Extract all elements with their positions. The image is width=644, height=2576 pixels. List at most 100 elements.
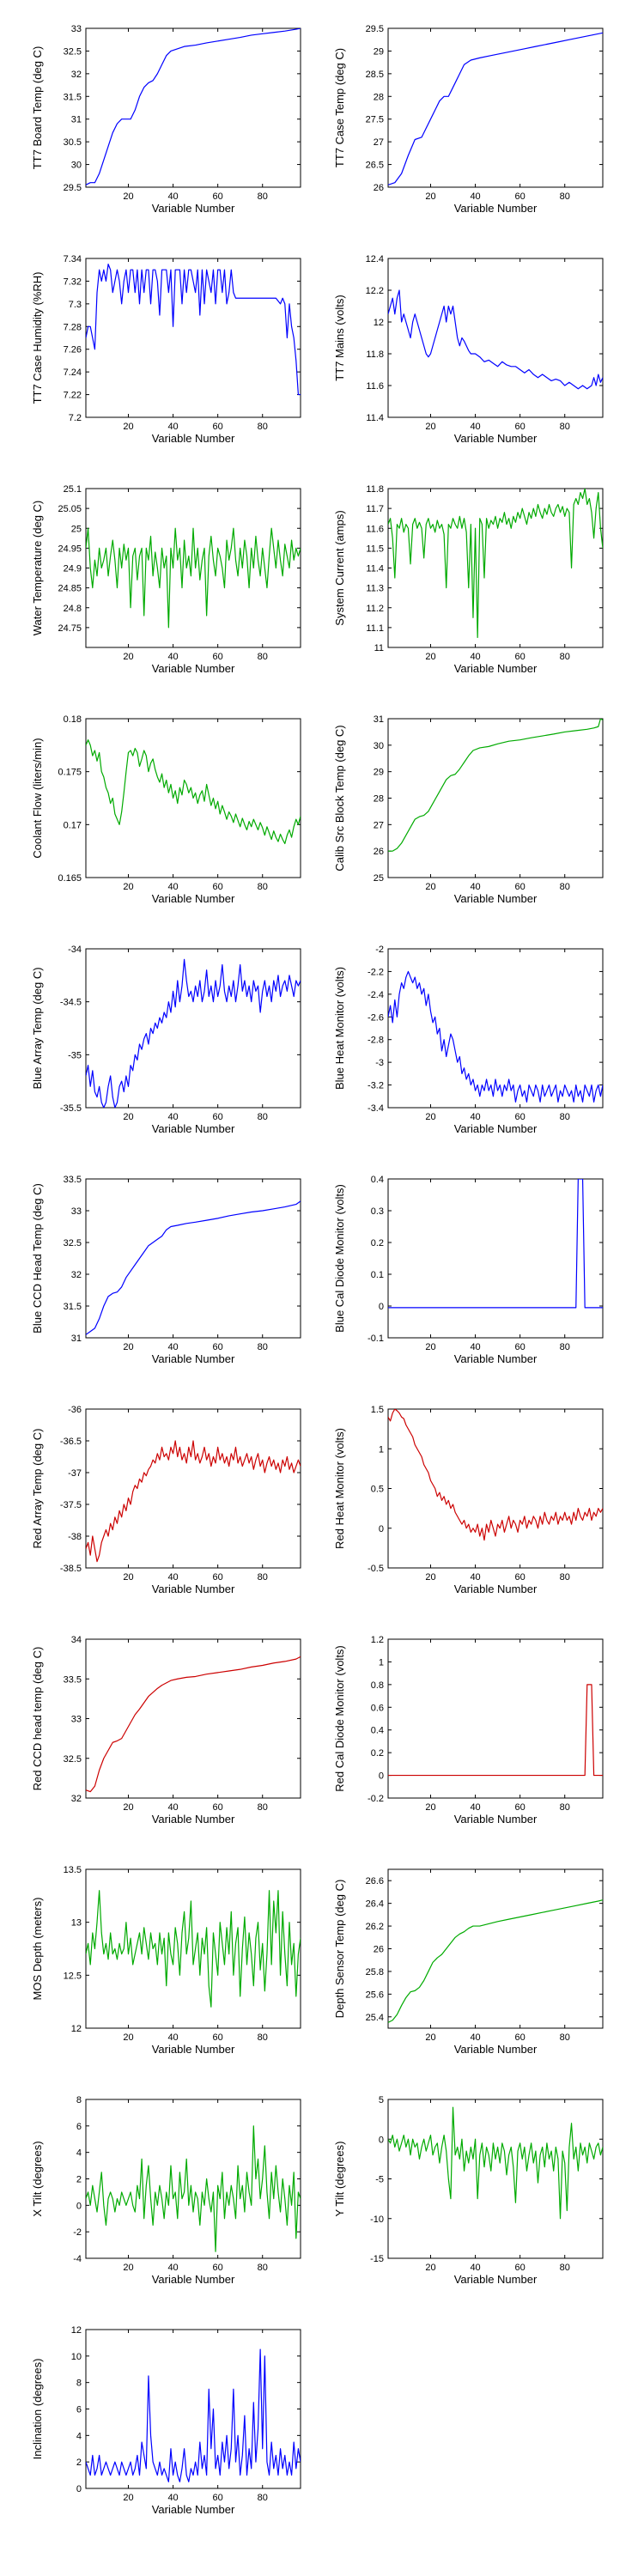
y-tick-label: 11.4 xyxy=(366,564,384,574)
chart-4: 20 40 60 80 11.4 11.6 11.8 12 12.2 12.4 Variable N… xyxy=(333,254,604,445)
y-tick-label: -3.4 xyxy=(368,1103,384,1114)
y-tick-label: 29 xyxy=(374,46,384,57)
chart-13: 20 40 60 80 -38.5 -38 -37.5 -37 -36.5 -36 Variable… xyxy=(31,1405,301,1595)
y-axis-label: TT7 Mains (volts) xyxy=(333,295,346,380)
x-tick-label: 60 xyxy=(213,2263,223,2273)
series-line xyxy=(86,1656,301,1793)
x-axis-label: Variable Number xyxy=(152,2273,235,2286)
y-axis-label: Red Heat Monitor (volts) xyxy=(333,1428,346,1549)
y-tick-label: 30 xyxy=(374,741,384,751)
y-tick-label: 0.5 xyxy=(371,1485,384,1495)
plot-frame xyxy=(387,1868,604,2029)
chart-5: 20 40 60 80 24.75 24.8 24.85 24.9 24.95 25 25.05 25… xyxy=(31,484,301,675)
x-tick-label: 60 xyxy=(213,1112,223,1122)
x-tick-label: 20 xyxy=(425,2032,435,2043)
plot-frame xyxy=(85,2099,301,2259)
x-tick-label: 80 xyxy=(258,882,268,892)
y-tick-label: 26 xyxy=(374,183,384,193)
plot-frame xyxy=(387,948,604,1109)
chart-17: 20 40 60 80 12 12.5 13 13.5 Variable Number MOS D… xyxy=(31,1865,301,2056)
x-tick-label: 20 xyxy=(123,2032,133,2043)
y-tick-label: -38 xyxy=(68,1532,82,1542)
plot-frame xyxy=(85,1408,301,1569)
plot-frame xyxy=(85,1178,301,1339)
y-axis-label: TT7 Case Humidity (%RH) xyxy=(31,272,44,404)
y-tick-label: 34 xyxy=(71,1635,82,1645)
x-tick-label: 80 xyxy=(258,1112,268,1122)
y-tick-label: 11.2 xyxy=(366,604,384,614)
plot-frame xyxy=(85,258,301,418)
x-tick-label: 80 xyxy=(560,191,570,202)
x-tick-label: 60 xyxy=(213,1572,223,1583)
x-tick-label: 60 xyxy=(213,1342,223,1352)
x-tick-label: 40 xyxy=(470,2032,480,2043)
series-line xyxy=(86,1200,301,1335)
y-tick-label: 0.4 xyxy=(371,1175,384,1185)
x-tick-label: 60 xyxy=(213,2032,223,2043)
y-tick-label: 1 xyxy=(379,1657,384,1668)
x-tick-label: 60 xyxy=(213,1802,223,1813)
x-axis-label: Variable Number xyxy=(152,2503,235,2516)
y-tick-label: 0 xyxy=(379,1302,384,1312)
y-tick-label: 4 xyxy=(76,2431,82,2441)
x-tick-label: 40 xyxy=(167,2032,178,2043)
y-tick-label: 26.6 xyxy=(366,1876,384,1886)
y-tick-label: 25.05 xyxy=(58,504,82,514)
y-tick-label: 0 xyxy=(379,1524,384,1534)
y-tick-label: 7.24 xyxy=(64,368,82,378)
x-tick-label: 60 xyxy=(213,882,223,892)
x-axis-label: Variable Number xyxy=(152,202,235,215)
y-tick-label: 8 xyxy=(76,2379,82,2389)
y-tick-label: 12.2 xyxy=(366,286,384,296)
y-tick-label: -10 xyxy=(370,2215,384,2225)
y-tick-label: 11.7 xyxy=(366,504,384,514)
y-tick-label: 5 xyxy=(379,2095,384,2105)
chart-8: 20 40 60 80 25 26 27 28 29 30 31 Variable Number Cal… xyxy=(333,714,604,905)
y-tick-label: 12.5 xyxy=(64,1971,82,1981)
y-tick-label: -37.5 xyxy=(60,1500,82,1510)
y-tick-label: 0 xyxy=(76,2201,82,2211)
y-tick-label: -36 xyxy=(68,1405,82,1415)
y-tick-label: -2.4 xyxy=(368,990,384,1000)
y-tick-label: 26.2 xyxy=(366,1922,384,1932)
y-tick-label: 10 xyxy=(71,2352,82,2362)
plot-frame xyxy=(387,1178,604,1339)
y-tick-label: -34 xyxy=(68,945,82,955)
x-tick-label: 60 xyxy=(213,652,223,662)
y-tick-label: 0.2 xyxy=(371,1748,384,1759)
y-tick-label: 31.5 xyxy=(64,1302,82,1312)
y-tick-label: 13.5 xyxy=(64,1865,82,1875)
x-axis-label: Variable Number xyxy=(152,432,235,445)
y-axis-label: MOS Depth (meters) xyxy=(31,1898,44,2001)
x-tick-label: 60 xyxy=(515,2263,526,2273)
y-tick-label: 8 xyxy=(76,2095,82,2105)
y-tick-label: 24.75 xyxy=(58,623,82,634)
plot-frame xyxy=(387,27,604,188)
plot-frame xyxy=(85,1868,301,2029)
y-tick-label: 24.85 xyxy=(58,584,82,594)
y-axis-label: TT7 Case Temp (deg C) xyxy=(333,48,346,167)
y-tick-label: 11 xyxy=(374,643,384,653)
x-tick-label: 40 xyxy=(470,1112,480,1122)
x-tick-label: 80 xyxy=(560,1802,570,1813)
y-tick-label: 25.6 xyxy=(366,1990,384,2000)
y-tick-label: 27 xyxy=(374,820,384,830)
y-tick-label: 24.9 xyxy=(64,564,82,574)
chart-11: 20 40 60 80 31 31.5 32 32.5 33 33.5 Variable Numbe… xyxy=(31,1175,301,1365)
y-tick-label: 0.3 xyxy=(371,1206,384,1217)
y-axis-label: Blue Array Temp (deg C) xyxy=(31,967,44,1089)
series-line xyxy=(86,2348,301,2482)
y-tick-label: -2.6 xyxy=(368,1012,384,1023)
series-line xyxy=(86,527,301,629)
x-tick-label: 40 xyxy=(167,1802,178,1813)
x-tick-label: 80 xyxy=(258,422,268,432)
x-axis-label: Variable Number xyxy=(454,2043,538,2056)
y-axis-label: Coolant Flow (liters/min) xyxy=(31,738,44,858)
y-axis-label: Red Array Temp (deg C) xyxy=(31,1429,44,1549)
y-axis-label: Y Tilt (degrees) xyxy=(333,2142,346,2217)
y-axis-label: Blue Heat Monitor (volts) xyxy=(333,967,346,1090)
y-tick-label: 28.5 xyxy=(366,70,384,80)
y-tick-label: 29 xyxy=(374,768,384,778)
y-tick-label: 28 xyxy=(374,794,384,805)
